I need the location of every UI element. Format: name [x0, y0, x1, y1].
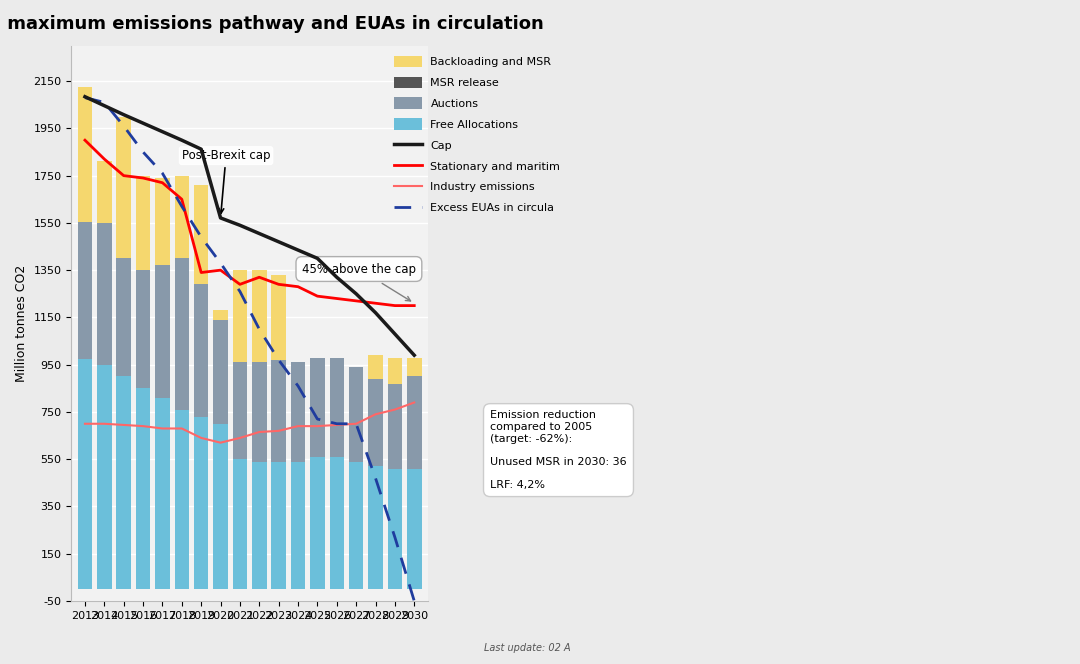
- Bar: [329, 358, 345, 457]
- Bar: [407, 358, 421, 376]
- Title: Cap, maximum emissions pathway and EUAs in circulation: Cap, maximum emissions pathway and EUAs …: [0, 15, 543, 33]
- Bar: [156, 398, 170, 589]
- Bar: [194, 284, 208, 417]
- Text: Last update: 02 A: Last update: 02 A: [484, 643, 570, 653]
- Text: Emission reduction
compared to 2005
(target: -62%):

Unused MSR in 2030: 36

LRF: Emission reduction compared to 2005 (tar…: [490, 410, 626, 490]
- Bar: [310, 457, 325, 589]
- Bar: [97, 161, 111, 223]
- Bar: [175, 258, 189, 410]
- Bar: [117, 258, 131, 376]
- Bar: [97, 365, 111, 589]
- Bar: [78, 87, 92, 222]
- Bar: [194, 185, 208, 284]
- Bar: [271, 275, 286, 360]
- Bar: [232, 363, 247, 459]
- Bar: [291, 363, 306, 461]
- Bar: [388, 384, 402, 469]
- Bar: [368, 466, 382, 589]
- Bar: [407, 469, 421, 589]
- Legend: Backloading and MSR, MSR release, Auctions, Free Allocations, Cap, Stationary an: Backloading and MSR, MSR release, Auctio…: [390, 51, 565, 218]
- Bar: [213, 320, 228, 424]
- Bar: [388, 358, 402, 384]
- Bar: [78, 359, 92, 589]
- Bar: [349, 461, 363, 589]
- Bar: [232, 459, 247, 589]
- Bar: [175, 410, 189, 589]
- Bar: [329, 457, 345, 589]
- Bar: [213, 424, 228, 589]
- Bar: [252, 363, 267, 461]
- Bar: [117, 117, 131, 258]
- Text: Post-Brexit cap: Post-Brexit cap: [181, 149, 270, 213]
- Bar: [407, 376, 421, 469]
- Bar: [388, 469, 402, 589]
- Bar: [136, 270, 150, 388]
- Bar: [213, 310, 228, 320]
- Bar: [368, 355, 382, 379]
- Bar: [349, 367, 363, 461]
- Bar: [78, 222, 92, 359]
- Bar: [368, 379, 382, 466]
- Bar: [175, 176, 189, 258]
- Bar: [252, 461, 267, 589]
- Y-axis label: Million tonnes CO2: Million tonnes CO2: [15, 265, 28, 382]
- Bar: [156, 266, 170, 398]
- Text: 45% above the cap: 45% above the cap: [302, 262, 416, 301]
- Bar: [271, 461, 286, 589]
- Bar: [252, 270, 267, 363]
- Bar: [232, 270, 247, 363]
- Bar: [136, 388, 150, 589]
- Bar: [291, 461, 306, 589]
- Bar: [271, 360, 286, 461]
- Bar: [97, 223, 111, 365]
- Bar: [136, 176, 150, 270]
- Bar: [156, 178, 170, 266]
- Bar: [194, 417, 208, 589]
- Bar: [310, 358, 325, 457]
- Bar: [117, 376, 131, 589]
